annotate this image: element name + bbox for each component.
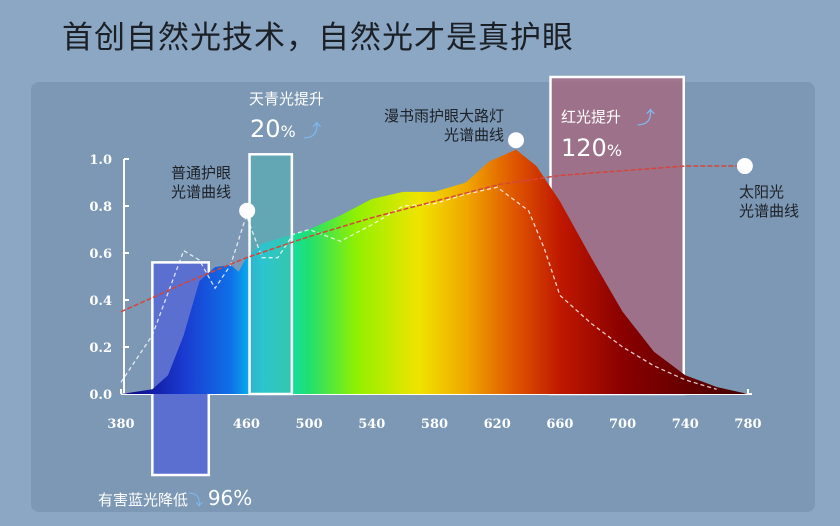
x-tick-label: 540 (358, 417, 385, 432)
up-arrow-icon: ⤴ (637, 108, 655, 129)
y-tick-label: 0.8 (89, 200, 112, 215)
y-tick-label: 0.0 (89, 388, 112, 403)
sun-curve-dot (736, 158, 753, 175)
y-tick-label: 0.6 (89, 247, 112, 262)
x-tick-label: 660 (546, 417, 573, 432)
up-arrow-icon: ⤴ (303, 121, 322, 142)
product-curve-dot (508, 132, 525, 149)
down-arrow-icon: ⤵ (188, 491, 204, 509)
ordinary-spectrum-line (120, 186, 717, 390)
x-tick-label: 460 (233, 417, 260, 432)
cyan-light-band (248, 153, 294, 396)
product-curve-label: 漫书雨护眼大路灯 光谱曲线 (383, 107, 504, 144)
cyan-label: 天青光提升 (249, 90, 325, 108)
x-tick-label: 740 (672, 417, 699, 432)
sun-curve-label: 太阳光 光谱曲线 (739, 183, 800, 220)
x-tick-label: 620 (484, 417, 511, 432)
ordinary-curve-label: 普通护眼 光谱曲线 (171, 164, 232, 201)
blue-label: 有害蓝光降低⤵ 96% (98, 486, 253, 510)
cyan-value: 20% ⤴ (250, 115, 322, 143)
red-value: 120% (561, 134, 623, 162)
x-tick-label: 700 (609, 417, 636, 432)
x-tick-label: 780 (734, 417, 761, 432)
x-tick-label: 380 (107, 417, 134, 432)
sun-spectrum-line (120, 165, 745, 313)
x-tick-label: 580 (421, 417, 448, 432)
y-tick-label: 1.0 (89, 153, 112, 168)
red-label: 红光提升 (561, 108, 622, 126)
y-tick-label: 0.4 (89, 294, 112, 309)
x-tick-label: 500 (296, 417, 323, 432)
ordinary-curve-dot (239, 202, 256, 219)
page-title: 首创自然光技术，自然光才是真护眼 (62, 20, 574, 56)
y-tick-label: 0.2 (89, 341, 112, 356)
